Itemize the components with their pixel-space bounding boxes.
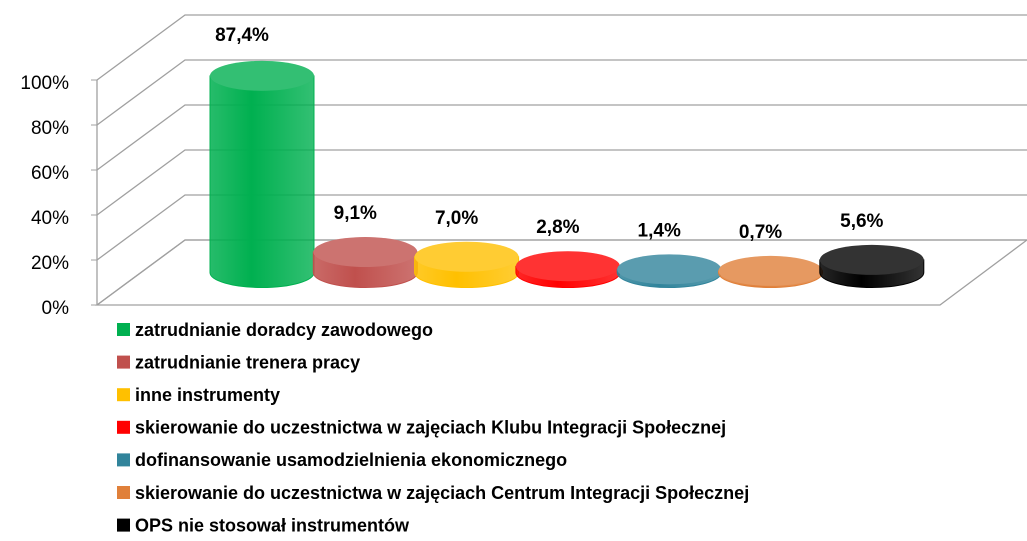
bar-top-shine (210, 60, 314, 91)
y-tick-label: 80% (31, 118, 69, 139)
y-tick-label: 60% (31, 163, 69, 184)
grid-line (96, 149, 1027, 216)
bar-top-shine (718, 255, 823, 286)
value-label: 7,0% (435, 208, 478, 229)
legend-swatch (117, 388, 130, 402)
bar-top-shine (515, 251, 620, 282)
y-tick-label: 20% (31, 253, 69, 274)
bar-top-shine (617, 254, 722, 285)
legend-swatch (117, 355, 130, 369)
legend-label: skierowanie do uczestnictwa w zajęciach … (135, 483, 749, 503)
grid-line (96, 194, 1027, 261)
y-tick-label: 100% (20, 73, 69, 94)
bar (209, 75, 315, 288)
legend-label: inne instrumenty (135, 385, 280, 405)
grid-line (96, 14, 1027, 81)
bar-top (617, 254, 722, 285)
value-label: 2,8% (536, 217, 579, 238)
legend-swatch (117, 323, 130, 336)
bar-top-shine (313, 237, 418, 268)
legend-swatch (117, 486, 130, 499)
value-label: 87,4% (215, 25, 269, 46)
bar-top (414, 241, 519, 272)
y-tick-label: 0% (42, 298, 70, 319)
legend-label: dofinansowanie usamodzielnienia ekonomic… (135, 450, 567, 470)
grid-line (96, 59, 1027, 126)
bar-top (313, 237, 418, 268)
legend-label: skierowanie do uczestnictwa w zajęciach … (135, 418, 726, 438)
value-label: 0,7% (739, 222, 782, 243)
bar-top (210, 60, 314, 91)
legend-label: OPS nie stosował instrumentów (135, 515, 410, 535)
bar-top (718, 255, 823, 286)
legend-label: zatrudnianie doradcy zawodowego (135, 320, 433, 340)
bar-top (515, 251, 620, 282)
bar-top-shine (414, 241, 519, 272)
legend-swatch (117, 453, 130, 467)
bar-top (819, 244, 924, 275)
grid-line (96, 239, 1027, 306)
value-label: 1,4% (638, 220, 681, 241)
legend-swatch (117, 518, 130, 532)
bar-top-shine (819, 244, 924, 275)
legend-label: zatrudnianie trenera pracy (135, 352, 360, 372)
value-label: 5,6% (840, 211, 883, 232)
y-tick-label: 40% (31, 208, 69, 229)
grid-line (96, 104, 1027, 171)
legend-swatch (117, 420, 130, 434)
value-label: 9,1% (334, 203, 377, 224)
